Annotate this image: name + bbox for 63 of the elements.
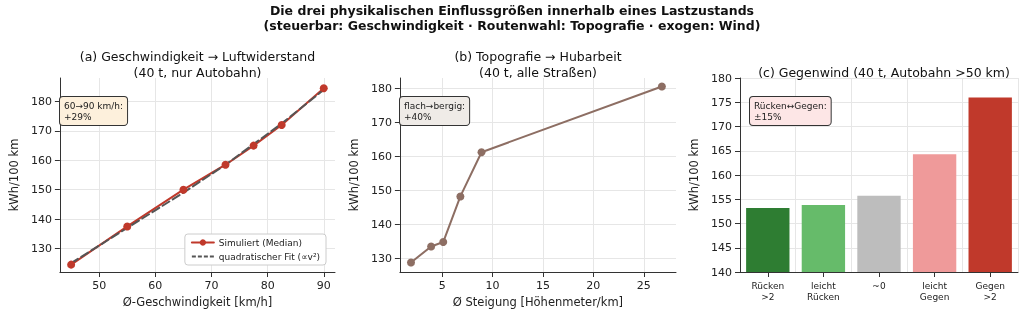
x-tick-label: 60: [148, 279, 163, 292]
y-tick-label: 130: [30, 241, 52, 255]
y-tick-label: 180: [370, 81, 392, 95]
chart-title: (c) Gegenwind (40 t, Autobahn >50 km): [758, 64, 1010, 80]
x-tick-label: 20: [586, 279, 601, 292]
point: [249, 141, 258, 150]
x-tick-label: 15: [535, 279, 550, 292]
x-axis-title: Ø Steigung [Höhenmeter/km]: [452, 295, 624, 309]
y-tick-label: 150: [370, 183, 392, 197]
point: [427, 242, 436, 251]
annotation: flach→bergig: +40%: [404, 100, 466, 122]
y-tick-label: 140: [711, 265, 732, 279]
y-tick-label: 145: [711, 241, 732, 255]
x-tick-label: 50: [92, 279, 107, 292]
y-tick-label: 170: [30, 124, 52, 138]
point: [406, 258, 415, 267]
annotation: Rücken↔Gegen: ±15%: [754, 100, 827, 122]
y-tick-label: 150: [711, 217, 732, 230]
x-tick-label: Gegen >2: [975, 280, 1005, 302]
point: [277, 121, 286, 130]
y-tick-label: 165: [711, 144, 732, 158]
point: [477, 148, 486, 157]
y-axis-title: kWh/100 km: [687, 138, 701, 212]
y-tick-label: 180: [30, 95, 52, 109]
chart-title: (b) Topografie → Hubarbeit (40 t, alle Straßen): [454, 48, 622, 80]
y-tick-label: 140: [30, 212, 52, 226]
point: [221, 160, 230, 169]
y-tick-label: 155: [711, 192, 732, 206]
point: [319, 84, 328, 93]
point: [123, 222, 132, 231]
text: Die drei physikalischen Einflussgrößen innerhalb eines Lastzustands (steuerbar: Geschwindigkeit · Routenwahl: Topografie · exogen: Wind): [262, 3, 762, 33]
x-axis-title: Ø-Geschwindigkeit [km/h]: [122, 295, 273, 309]
point: [67, 260, 76, 269]
y-axis-title: kWh/100 km: [7, 138, 21, 212]
y-tick-label: 150: [30, 183, 52, 197]
x-tick-label: 25: [636, 279, 651, 292]
y-tick-label: 160: [30, 153, 52, 167]
y-tick-label: 180: [711, 71, 732, 85]
x-tick-label: 90: [316, 279, 331, 292]
y-axis-title: kWh/100 km: [347, 138, 361, 212]
point: [657, 82, 666, 91]
y-tick-label: 160: [711, 168, 732, 182]
y-tick-label: 170: [711, 120, 732, 133]
x-tick-label: leicht Rücken: [807, 280, 840, 302]
x-tick-label: leicht Gegen: [919, 280, 950, 302]
x-tick-label: Rücken >2: [751, 280, 785, 302]
y-tick-label: 175: [711, 95, 732, 109]
y-tick-label: 130: [370, 251, 392, 265]
chart-title: (a) Geschwindigkeit → Luftwiderstand (40 t, nur Autobahn): [79, 48, 316, 80]
annotation: 60→90 km/h: +29%: [64, 100, 124, 122]
x-tick-label: 10: [485, 279, 500, 292]
point: [456, 192, 465, 201]
x-tick-label: 70: [204, 279, 219, 292]
legend-label: quadratischer Fit (∝v²): [218, 251, 321, 262]
x-tick-label: 5: [438, 279, 446, 292]
point: [439, 238, 448, 247]
y-tick-label: 140: [370, 217, 392, 231]
legend-label: Simuliert (Median): [218, 237, 302, 248]
y-tick-label: 160: [370, 149, 392, 163]
point: [179, 185, 188, 194]
y-tick-label: 170: [370, 115, 392, 129]
x-tick-label: 80: [260, 279, 275, 292]
x-tick-label: ~0: [872, 280, 886, 291]
